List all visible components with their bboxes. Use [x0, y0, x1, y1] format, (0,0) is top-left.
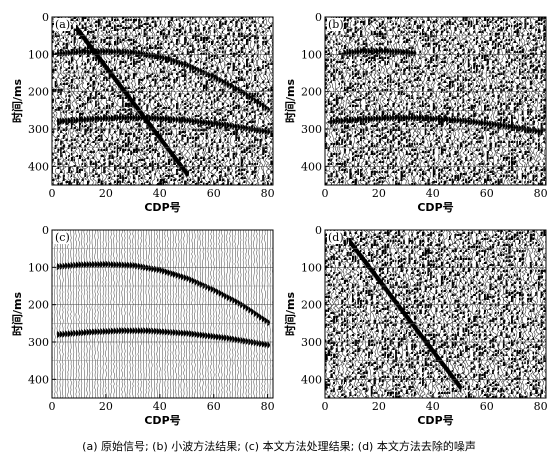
x-axis-title: CDP号 — [417, 414, 453, 427]
x-tick-label-3: 60 — [480, 187, 494, 200]
y-tick-label-4: 400 — [28, 373, 49, 386]
panel-tag-bg — [327, 231, 343, 244]
event-1 — [57, 260, 270, 327]
plot-frame — [51, 229, 274, 399]
y-axis-title: 时间/ms — [10, 292, 24, 336]
y-tick-label-0: 0 — [315, 224, 322, 237]
event-3 — [76, 24, 189, 178]
event-1 — [57, 47, 270, 114]
x-tick-label-3: 60 — [207, 400, 221, 413]
event-2 — [57, 114, 270, 136]
panel-tag-bg — [54, 231, 70, 244]
y-tick-label-1: 100 — [301, 48, 322, 61]
y-tick-label-4: 400 — [28, 160, 49, 173]
x-tick-label-1: 20 — [99, 400, 113, 413]
y-tick-label-0: 0 — [42, 11, 49, 24]
x-tick-label-2: 40 — [153, 400, 167, 413]
panel-tag: (c) — [55, 231, 70, 244]
trace-noise — [52, 230, 273, 398]
y-tick-label-2: 200 — [28, 86, 49, 99]
panel-d: 0 20 40 60 80 0 100 200 300 400 CDP号 时间/ms (d) — [283, 224, 548, 427]
y-tick-label-2: 200 — [301, 86, 322, 99]
x-axis-title: CDP号 — [144, 201, 180, 214]
plot-frame — [324, 229, 547, 399]
x-tick-label-2: 40 — [426, 400, 440, 413]
plot-frame — [324, 16, 547, 186]
event-2 — [330, 114, 543, 136]
trace-noise — [325, 230, 546, 398]
y-tick-label-0: 0 — [42, 224, 49, 237]
y-tick-label-3: 300 — [301, 123, 322, 136]
x-axis-title: CDP号 — [417, 201, 453, 214]
x-tick-label-2: 40 — [426, 187, 440, 200]
panel-tag-bg — [54, 18, 70, 31]
figure-caption: (a) 原始信号; (b) 小波方法结果; (c) 本文方法处理结果; (d) … — [82, 440, 476, 453]
panel-c: 0 20 40 60 80 0 100 200 300 400 CDP号 时间/ms (c) — [10, 224, 275, 427]
panel-a: 0 20 40 60 80 0 100 200 300 400 CDP号 时间/ms (a) — [10, 11, 275, 214]
y-tick-label-4: 400 — [301, 373, 322, 386]
panel-tag: (a) — [55, 18, 70, 31]
x-tick-label-2: 40 — [153, 187, 167, 200]
x-tick-label-0: 0 — [322, 400, 329, 413]
x-tick-label-4: 80 — [534, 187, 548, 200]
y-tick-label-3: 300 — [28, 123, 49, 136]
y-axis-title: 时间/ms — [283, 79, 297, 123]
panel-b: 0 20 40 60 80 0 100 200 300 400 CDP号 时间/ms (b) — [283, 11, 548, 214]
plot-frame — [51, 16, 274, 186]
y-tick-label-0: 0 — [315, 11, 322, 24]
y-tick-label-2: 200 — [28, 299, 49, 312]
y-tick-label-1: 100 — [28, 48, 49, 61]
y-tick-label-4: 400 — [301, 160, 322, 173]
x-tick-label-0: 0 — [322, 187, 329, 200]
x-tick-label-0: 0 — [49, 400, 56, 413]
panel-tag: (b) — [328, 18, 344, 31]
y-tick-label-3: 300 — [301, 336, 322, 349]
panel-tag: (d) — [328, 231, 344, 244]
y-tick-label-3: 300 — [28, 336, 49, 349]
y-axis-title: 时间/ms — [10, 79, 24, 123]
x-tick-label-4: 80 — [534, 400, 548, 413]
y-tick-label-1: 100 — [301, 261, 322, 274]
x-tick-label-3: 60 — [480, 400, 494, 413]
y-axis-title: 时间/ms — [283, 292, 297, 336]
x-tick-label-3: 60 — [207, 187, 221, 200]
x-tick-label-0: 0 — [49, 187, 56, 200]
x-tick-label-4: 80 — [261, 187, 275, 200]
x-axis-title: CDP号 — [144, 414, 180, 427]
y-tick-label-2: 200 — [301, 299, 322, 312]
x-tick-label-1: 20 — [99, 187, 113, 200]
event-1 — [349, 237, 462, 391]
y-tick-label-1: 100 — [28, 261, 49, 274]
x-tick-label-1: 20 — [372, 400, 386, 413]
x-tick-label-4: 80 — [261, 400, 275, 413]
plot-area — [52, 230, 273, 398]
trace-noise — [325, 17, 546, 185]
panel-tag-bg — [327, 18, 343, 31]
x-tick-label-1: 20 — [372, 187, 386, 200]
